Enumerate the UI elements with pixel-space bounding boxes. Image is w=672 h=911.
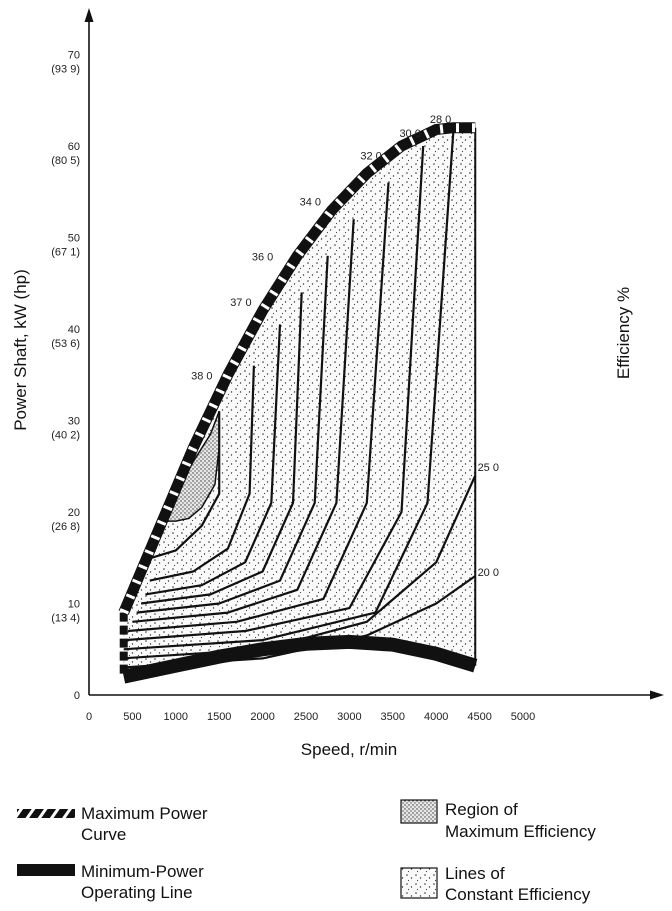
y-tick-label-3: 30 [68,416,80,428]
legend-label-min-power-1: Minimum-Power [81,862,204,881]
legend-label-max-power-2: Curve [81,825,126,844]
legend-label-constant-efficiency-2: Constant Efficiency [445,885,591,904]
x-tick-label-5: 2500 [294,711,318,723]
y-tick-hp-label-4: (53 6) [51,338,80,350]
y-tick-hp-label-2: (26 8) [51,521,80,533]
x-tick-label-6: 3000 [337,711,361,723]
legend-max-efficiency: Region of Maximum Efficiency [400,799,596,841]
efficiency-line-6 [128,182,390,633]
efficiency-label-8: 28 0 [430,114,451,126]
y-tick-hp-label-5: (67 1) [51,247,80,259]
efficiency-label-9: 25 0 [478,462,499,474]
x-tick-label-9: 4500 [467,711,491,723]
x-tick-label-0: 0 [86,711,92,723]
efficiency-label-2: 36 0 [252,251,273,263]
efficiency-line-0 [151,411,221,559]
efficiency-line-2 [145,324,282,596]
y-tick-label-6: 60 [68,141,80,153]
efficiency-line-5 [132,219,355,623]
efficiency-label-10: 20 0 [478,567,499,579]
x-tick-label-1: 500 [123,711,141,723]
legend-swatch-min-power [17,864,75,876]
plot-area [118,122,478,684]
legend: Maximum Power Curve Minimum-Power Operat… [17,799,596,904]
efficiency-labels: 38 0 37 0 36 0 34 0 32 0 30 0 28 0 25 0 20 0 [191,114,499,579]
x-axis-title: Speed, r/min [301,740,397,759]
x-tick-label-2: 1000 [164,711,188,723]
legend-min-power: Minimum-Power Operating Line [17,862,204,902]
x-tick-label-7: 3500 [381,711,405,723]
legend-label-constant-efficiency-1: Lines of [445,864,505,883]
efficiency-label-0: 38 0 [191,370,212,382]
efficiency-label-7: 30 0 [399,128,420,140]
efficiency-label-6: 32 0 [360,151,381,163]
y-tick-label-5: 50 [68,233,80,245]
y-tick-label-0: 0 [74,690,80,702]
efficiency-line-7 [125,145,425,642]
x-tick-label-3: 1500 [207,711,231,723]
y-tick-hp-label-6: (80 5) [51,155,80,167]
legend-swatch-constant-efficiency [400,867,438,899]
max-power-curve [118,122,476,615]
legend-label-min-power-2: Operating Line [81,883,193,902]
legend-label-max-efficiency-1: Region of [445,800,518,819]
efficiency-label-1: 37 0 [230,297,251,309]
legend-label-max-efficiency-2: Maximum Efficiency [445,822,596,841]
y-axis-title: Power Shaft, kW (hp) [11,269,30,431]
x-tick-label-8: 4000 [424,711,448,723]
right-axis-title: Efficiency % [614,287,633,379]
efficiency-line-8 [123,127,455,651]
legend-swatch-max-efficiency [400,799,438,824]
y-tick-hp-label-1: (13 4) [51,613,80,625]
x-axis-arrow [650,690,664,700]
x-tick-label-4: 2000 [250,711,274,723]
efficiency-line-4 [136,255,329,614]
operating-region [123,127,476,677]
y-tick-label-1: 10 [68,599,80,611]
y-tick-hp-label-7: (93 9) [51,64,80,76]
y-tick-label-4: 40 [68,324,80,336]
legend-swatch-max-power [17,809,75,818]
y-tick-hp-label-3: (40 2) [51,430,80,442]
min-power-line [122,634,478,684]
efficiency-line-3 [140,292,303,605]
y-tick-label-7: 70 [68,50,80,62]
efficiency-line-1 [149,365,255,582]
x-tick-label-10: 5000 [511,711,535,723]
y-tick-label-2: 20 [68,507,80,519]
efficiency-label-4: 34 0 [300,196,321,208]
tick-labels: 0 500 1000 1500 2000 2500 3000 3500 4000 4500 5000… [51,50,535,724]
legend-max-power: Maximum Power Curve [17,804,208,844]
legend-label-max-power-1: Maximum Power [81,804,208,823]
y-axis-arrow [84,8,94,22]
legend-constant-efficiency: Lines of Constant Efficiency [400,864,591,904]
